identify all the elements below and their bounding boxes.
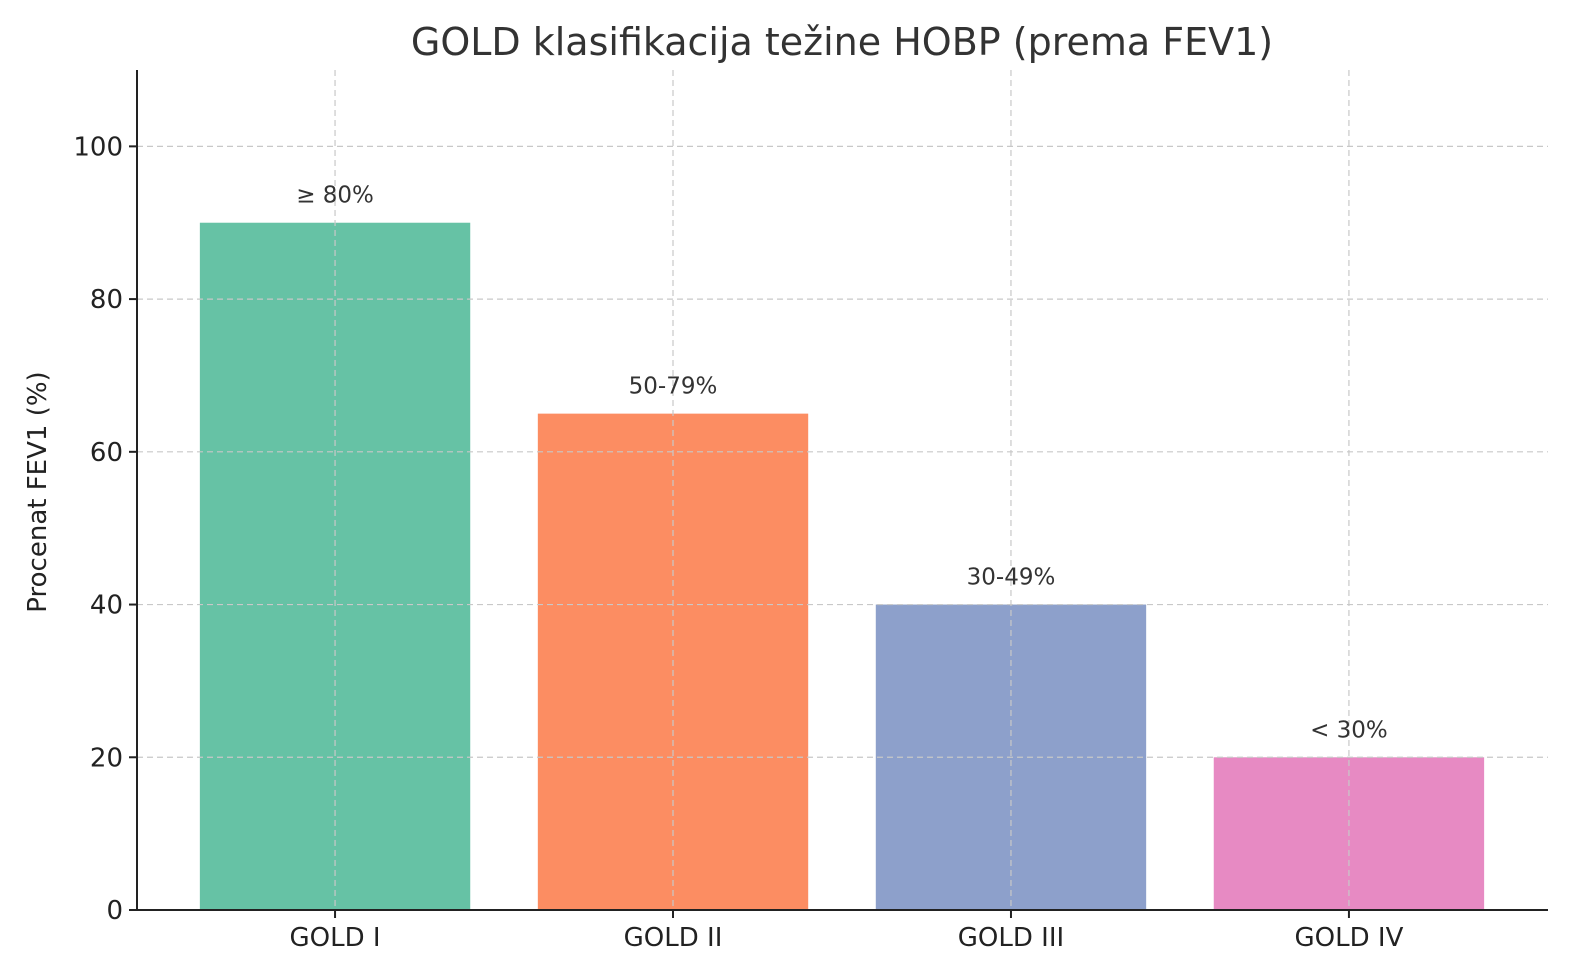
y-tick-label: 80: [90, 285, 123, 315]
data-label: ≥ 80%: [296, 183, 374, 209]
y-tick-label: 60: [90, 438, 123, 468]
y-tick-label: 100: [73, 132, 123, 162]
x-tick-label: GOLD I: [290, 923, 381, 953]
y-ticks: 0 20 40 60 80 100: [73, 132, 137, 926]
data-label: < 30%: [1310, 717, 1388, 743]
y-tick-label: 0: [106, 896, 123, 926]
data-label: 50-79%: [629, 374, 718, 400]
y-axis-label: Procenat FEV1 (%): [23, 371, 53, 612]
x-ticks: GOLD I GOLD II GOLD III GOLD IV: [290, 910, 1404, 953]
y-tick-label: 20: [90, 743, 123, 773]
x-tick-label: GOLD IV: [1295, 923, 1404, 953]
y-tick-label: 40: [90, 591, 123, 621]
data-label: 30-49%: [967, 565, 1056, 591]
data-labels: ≥ 80% 50-79% 30-49% < 30%: [296, 183, 1388, 744]
grid-lines: [137, 70, 1548, 910]
chart-title: GOLD klasifikacija težine HOBP (prema FE…: [411, 20, 1273, 64]
bars: [199, 222, 1485, 910]
x-tick-label: GOLD II: [624, 923, 723, 953]
x-tick-label: GOLD III: [958, 923, 1064, 953]
